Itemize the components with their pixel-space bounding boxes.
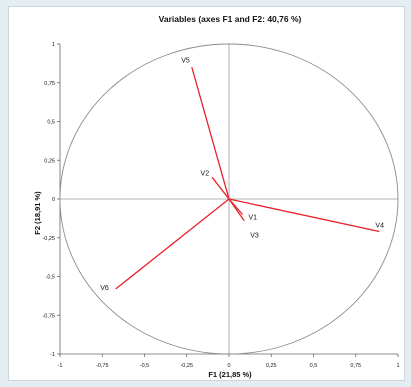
point-label-v2: V2 <box>201 170 210 177</box>
chart-title: Variables (axes F1 and F2: 40,76 %) <box>159 14 302 24</box>
vector-v5 <box>191 67 230 200</box>
x-tick-label: 0,75 <box>350 363 361 369</box>
vector-v2 <box>211 176 230 200</box>
y-tick-label: 1 <box>52 42 55 48</box>
y-tick-label: 0,75 <box>44 81 55 87</box>
point-label-v3: V3 <box>250 233 259 240</box>
y-tick-label: -0,75 <box>42 313 55 319</box>
x-tick-label: -0,25 <box>180 363 193 369</box>
vector-v6 <box>115 198 230 290</box>
y-tick-label: -0,25 <box>42 236 55 242</box>
vector-layer <box>115 67 380 290</box>
y-tick-label: 0,25 <box>44 158 55 164</box>
y-tick-label: 0 <box>52 197 55 203</box>
chart-panel <box>8 6 405 381</box>
tick-layer: -1 -0,75 -0,5 -0,25 0 0,25 0,5 0,75 1 -1 -0,75 -0,5… <box>42 42 399 369</box>
point-label-v5: V5 <box>181 57 190 64</box>
x-tick-label: 0,5 <box>310 363 318 369</box>
x-tick-label: 0 <box>227 363 230 369</box>
vector-v4 <box>228 198 380 233</box>
point-label-v6: V6 <box>100 285 109 292</box>
y-tick-label: -1 <box>50 352 55 358</box>
y-axis-title: F2 (18,91 %) <box>33 191 42 235</box>
x-tick-label: -0,5 <box>140 363 149 369</box>
point-label-v1: V1 <box>249 215 258 222</box>
point-label-layer: V1 V2 V3 V4 V5 V6 <box>100 57 384 292</box>
y-tick-label: 0,5 <box>47 120 55 126</box>
x-tick-label: -0,75 <box>96 363 109 369</box>
point-label-v4: V4 <box>375 223 384 230</box>
x-tick-label: -1 <box>58 363 63 369</box>
vector-v3 <box>228 198 245 222</box>
x-tick-label: 1 <box>396 363 399 369</box>
x-axis-title: F1 (21,85 %) <box>208 370 252 379</box>
y-tick-label: -0,5 <box>46 275 55 281</box>
x-tick-label: 0,25 <box>266 363 277 369</box>
